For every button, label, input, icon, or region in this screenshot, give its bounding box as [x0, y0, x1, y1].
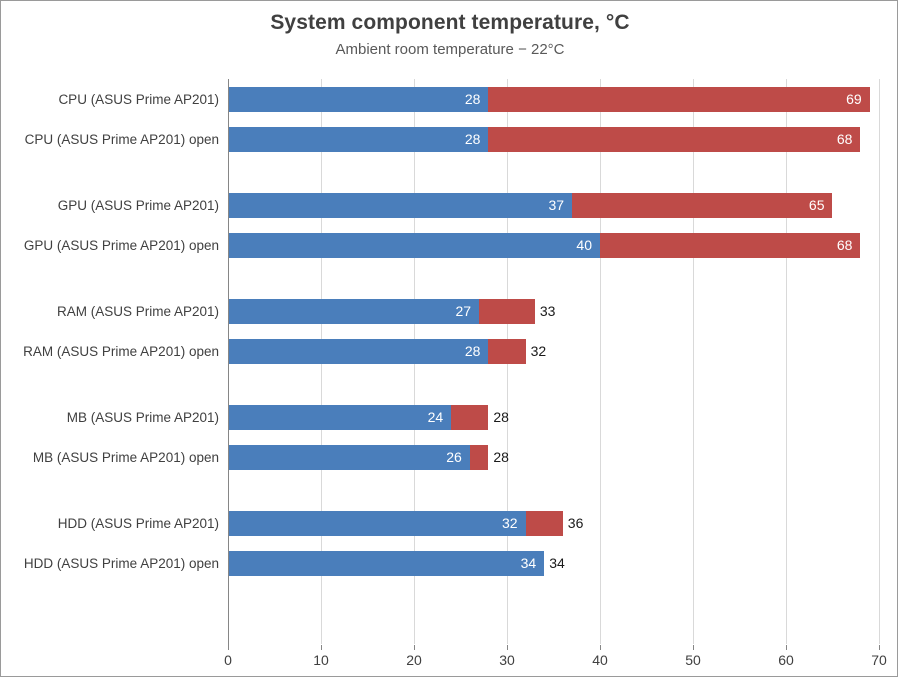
- bar-segment-load[interactable]: [469, 445, 489, 470]
- bar-value-label-idle: 28: [464, 343, 481, 359]
- bar-value-label-idle: 34: [520, 555, 537, 571]
- bar-segment-idle[interactable]: [228, 551, 545, 576]
- bar-segment-load[interactable]: [525, 511, 563, 536]
- bar-row[interactable]: 28 69: [228, 87, 879, 112]
- value-axis: 0 10 20 30 40 50 60 70: [224, 645, 887, 675]
- bar-segment-idle[interactable]: [228, 87, 489, 112]
- bar-segment-idle[interactable]: [228, 445, 470, 470]
- bar-value-label-total: 68: [836, 237, 853, 253]
- category-label: MB (ASUS Prime AP201): [66, 410, 219, 425]
- bar-segment-load[interactable]: [572, 193, 833, 218]
- bar-segment-load[interactable]: [488, 339, 526, 364]
- category-label: MB (ASUS Prime AP201) open: [32, 450, 219, 465]
- category-label: CPU (ASUS Prime AP201): [58, 92, 219, 107]
- bar-segment-idle[interactable]: [228, 339, 489, 364]
- value-axis-line: [228, 79, 229, 645]
- bar-segment-load[interactable]: [488, 127, 861, 152]
- axis-tick-label: 70: [871, 652, 887, 668]
- bar-segment-idle[interactable]: [228, 405, 452, 430]
- bar-value-label-idle: 40: [576, 237, 592, 253]
- axis-tick-mark: [693, 645, 694, 650]
- bar-value-label-total: 32: [530, 343, 547, 359]
- axis-tick-label: 0: [224, 652, 232, 668]
- bar-segment-load[interactable]: [600, 233, 861, 258]
- category-label: CPU (ASUS Prime AP201) open: [24, 132, 219, 147]
- bar-row[interactable]: 37 65: [228, 193, 879, 218]
- gridline: [600, 79, 601, 644]
- category-label: RAM (ASUS Prime AP201) open: [23, 344, 219, 359]
- axis-tick-mark: [507, 645, 508, 650]
- axis-tick-label: 40: [592, 652, 608, 668]
- bar-segment-idle[interactable]: [228, 299, 480, 324]
- bar-row[interactable]: 40 68: [228, 233, 879, 258]
- bar-row[interactable]: 28 32: [228, 339, 879, 364]
- axis-tick-mark: [414, 645, 415, 650]
- axis-tick-mark: [600, 645, 601, 650]
- bar-value-label-idle: 32: [502, 515, 518, 531]
- bar-row[interactable]: 28 68: [228, 127, 879, 152]
- bar-value-label-total: 28: [493, 449, 509, 465]
- axis-tick-label: 10: [313, 652, 329, 668]
- bar-row[interactable]: 24 28: [228, 405, 879, 430]
- axis-tick-label: 60: [778, 652, 794, 668]
- bar-value-label-total: 33: [539, 303, 556, 319]
- category-label: HDD (ASUS Prime AP201) open: [23, 556, 219, 571]
- plot-area: 28 69 28 68 37 65 40 68 27 33 28 32 24 28 26 28 32 36 34 34: [228, 79, 880, 644]
- gridline: [879, 79, 880, 644]
- bar-segment-load[interactable]: [479, 299, 535, 324]
- axis-tick-label: 30: [499, 652, 515, 668]
- bar-segment-idle[interactable]: [228, 127, 489, 152]
- bar-value-label-idle: 27: [455, 303, 472, 319]
- bar-row[interactable]: 32 36: [228, 511, 879, 536]
- category-axis: CPU (ASUS Prime AP201) CPU (ASUS Prime AP…: [1, 79, 228, 644]
- bar-value-label-total: 69: [846, 91, 862, 107]
- bar-value-label-idle: 28: [464, 91, 481, 107]
- category-label: GPU (ASUS Prime AP201) open: [23, 238, 219, 253]
- chart-title: System component temperature, °C: [270, 11, 630, 34]
- bar-row[interactable]: 26 28: [228, 445, 879, 470]
- bar-value-label-idle: 24: [427, 409, 444, 425]
- axis-tick-label: 50: [685, 652, 701, 668]
- category-label: GPU (ASUS Prime AP201): [57, 198, 219, 213]
- bar-segment-idle[interactable]: [228, 193, 573, 218]
- bar-row[interactable]: 27 33: [228, 299, 879, 324]
- bar-value-label-idle: 37: [548, 197, 565, 213]
- bar-segment-idle[interactable]: [228, 511, 526, 536]
- axis-tick-mark: [321, 645, 322, 650]
- gridline: [786, 79, 787, 644]
- chart-subtitle: Ambient room temperature − 22°C: [335, 41, 565, 58]
- bar-value-label-total: 68: [836, 131, 853, 147]
- bar-row[interactable]: 34 34: [228, 551, 879, 576]
- gridline: [693, 79, 694, 644]
- bar-segment-load[interactable]: [451, 405, 489, 430]
- bar-value-label-total: 34: [549, 555, 565, 571]
- axis-tick-mark: [879, 645, 880, 650]
- category-label: HDD (ASUS Prime AP201): [57, 516, 219, 531]
- bar-segment-load[interactable]: [488, 87, 870, 112]
- bar-segment-idle[interactable]: [228, 233, 600, 258]
- bar-value-label-idle: 26: [446, 449, 462, 465]
- bar-value-label-total: 65: [808, 197, 825, 213]
- axis-tick-mark: [228, 645, 229, 650]
- bar-value-label-total: 28: [493, 409, 509, 425]
- bar-value-label-idle: 28: [464, 131, 481, 147]
- category-label: RAM (ASUS Prime AP201): [56, 304, 219, 319]
- bar-value-label-total: 36: [567, 515, 584, 531]
- axis-tick-mark: [786, 645, 787, 650]
- axis-tick-label: 20: [406, 652, 422, 668]
